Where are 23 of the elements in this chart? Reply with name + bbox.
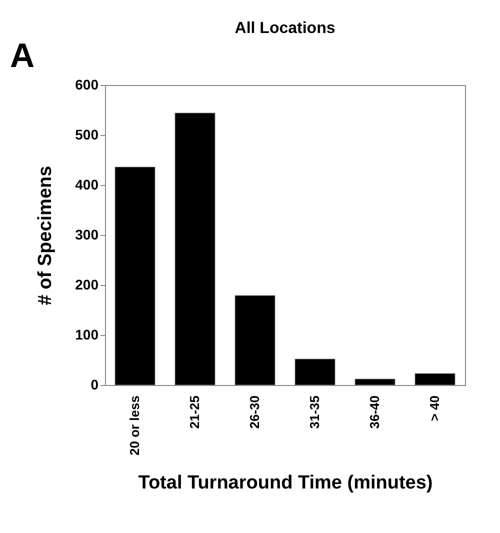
bar <box>114 166 156 386</box>
bar <box>294 358 336 386</box>
bar <box>234 295 276 386</box>
x-tick-label: 21-25 <box>187 396 202 429</box>
x-tick-label: 36-40 <box>367 396 382 429</box>
y-tick-label: 100 <box>75 326 99 342</box>
y-axis-title: # of Specimens <box>35 166 56 306</box>
chart-title: All Locations <box>234 20 336 37</box>
bar <box>354 378 396 386</box>
x-axis-title: Total Turnaround Time (minutes) <box>138 472 433 494</box>
bar <box>174 112 216 386</box>
x-tick-label: > 40 <box>427 396 442 422</box>
y-tick-label: 300 <box>75 226 99 242</box>
y-tick-label: 0 <box>90 376 99 392</box>
x-tick-label: 26-30 <box>247 396 262 429</box>
text: A <box>10 37 35 75</box>
bar <box>414 373 456 386</box>
x-tick-label: 20 or less <box>127 396 142 456</box>
y-tick-label: 600 <box>75 76 99 92</box>
y-tick-label: 400 <box>75 176 99 192</box>
y-tick-label: 200 <box>75 276 99 292</box>
y-tick-label: 500 <box>75 126 99 142</box>
x-tick-label: 31-35 <box>307 396 322 429</box>
